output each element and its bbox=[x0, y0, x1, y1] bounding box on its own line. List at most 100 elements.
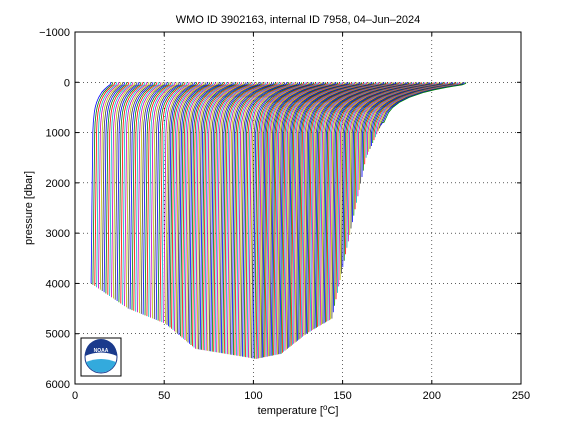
profile-line bbox=[201, 82, 237, 350]
profile-line bbox=[168, 82, 196, 327]
profile-line bbox=[264, 82, 316, 358]
profile-line bbox=[155, 82, 182, 320]
noaa-logo-wave bbox=[86, 359, 116, 373]
profile-line bbox=[166, 82, 194, 325]
profile-line bbox=[270, 82, 325, 356]
profile-line bbox=[240, 82, 286, 357]
profile-line bbox=[266, 82, 320, 357]
profile-line bbox=[211, 82, 250, 352]
profile-line bbox=[248, 82, 295, 358]
profile-line bbox=[368, 82, 450, 152]
profile-line bbox=[361, 82, 442, 178]
noaa-logo: NOAA bbox=[80, 337, 122, 377]
profile-line bbox=[252, 82, 301, 359]
profile-line bbox=[226, 82, 269, 355]
profile-line bbox=[152, 82, 178, 319]
profile-line bbox=[367, 82, 449, 155]
profile-line bbox=[150, 82, 176, 318]
profile-line bbox=[131, 82, 156, 311]
profile-line bbox=[103, 82, 126, 293]
profile-line bbox=[181, 82, 213, 338]
profile-line bbox=[234, 82, 278, 356]
profile-line bbox=[174, 82, 203, 332]
profile-line bbox=[202, 82, 239, 351]
profile-line bbox=[260, 82, 311, 358]
profile-line bbox=[214, 82, 254, 353]
profile-line bbox=[229, 82, 272, 355]
profile-line bbox=[228, 82, 271, 355]
profile-line bbox=[195, 82, 229, 349]
profile-line bbox=[196, 82, 231, 350]
chart-title: WMO ID 3902163, internal ID 7958, 04–Jun… bbox=[176, 14, 421, 26]
profile-line bbox=[217, 82, 257, 353]
profile-line bbox=[116, 82, 140, 302]
profile-line bbox=[137, 82, 162, 313]
profile-line bbox=[282, 82, 340, 353]
y-tick-label: 6000 bbox=[46, 379, 70, 391]
profile-line bbox=[126, 82, 150, 308]
x-tick-label: 250 bbox=[512, 390, 530, 402]
profile-line bbox=[172, 82, 201, 330]
profile-line bbox=[275, 82, 332, 355]
profile-line bbox=[178, 82, 209, 335]
profile-line bbox=[222, 82, 263, 354]
profile-line bbox=[373, 82, 457, 141]
x-tick-label: 200 bbox=[423, 390, 441, 402]
profile-line bbox=[242, 82, 287, 357]
profile-line bbox=[139, 82, 164, 314]
noaa-logo-bird bbox=[87, 353, 115, 360]
profile-line bbox=[118, 82, 142, 303]
profile-line bbox=[265, 82, 318, 357]
x-tick-label: 100 bbox=[244, 390, 262, 402]
profile-line bbox=[111, 82, 134, 298]
profile-line bbox=[279, 82, 337, 355]
profile-line bbox=[184, 82, 216, 341]
x-axis-title-suffix: C] bbox=[327, 405, 338, 417]
profile-line bbox=[273, 82, 328, 356]
profile-line bbox=[364, 82, 445, 165]
profile-line bbox=[213, 82, 252, 352]
profile-line bbox=[369, 82, 452, 149]
profile-line bbox=[255, 82, 304, 359]
y-tick-label: 2000 bbox=[46, 178, 70, 190]
y-axis-title: pressure [dbar] bbox=[23, 171, 35, 245]
profile-line bbox=[186, 82, 218, 342]
profile-line bbox=[239, 82, 284, 357]
profile-line bbox=[189, 82, 222, 344]
profile-line bbox=[122, 82, 146, 305]
profile-line bbox=[231, 82, 274, 355]
profile-line bbox=[259, 82, 309, 359]
profile-line bbox=[159, 82, 186, 322]
profile-line bbox=[99, 82, 122, 290]
profile-line bbox=[199, 82, 235, 350]
profile-line bbox=[193, 82, 228, 348]
y-tick-label: 4000 bbox=[46, 278, 70, 290]
x-axis-title: temperature [oC] bbox=[258, 403, 339, 417]
profile-line bbox=[274, 82, 330, 356]
y-tick-labels: −1000 0 1000 2000 3000 4000 5000 6000 bbox=[39, 27, 70, 391]
profile-line bbox=[362, 82, 444, 171]
profile-line bbox=[157, 82, 184, 321]
profile-line bbox=[258, 82, 308, 359]
profile-line bbox=[372, 82, 455, 144]
profile-line bbox=[124, 82, 148, 307]
x-tick-label: 0 bbox=[72, 390, 78, 402]
profile-line bbox=[98, 82, 120, 289]
profile-line bbox=[219, 82, 259, 353]
profile-line bbox=[171, 82, 199, 329]
axis-ticks bbox=[74, 31, 522, 385]
profile-line bbox=[208, 82, 246, 352]
profile-line bbox=[90, 82, 112, 284]
profile-line bbox=[129, 82, 154, 310]
x-axis-title-text: temperature [ bbox=[258, 405, 323, 417]
profile-line bbox=[370, 82, 454, 146]
profile-line bbox=[382, 82, 467, 123]
profile-line bbox=[210, 82, 248, 352]
profile-line bbox=[107, 82, 130, 295]
profile-line bbox=[101, 82, 124, 292]
profile-line bbox=[198, 82, 233, 350]
profile-line bbox=[207, 82, 244, 351]
profile-line bbox=[271, 82, 327, 356]
profile-line bbox=[135, 82, 160, 312]
profile-line bbox=[144, 82, 170, 316]
